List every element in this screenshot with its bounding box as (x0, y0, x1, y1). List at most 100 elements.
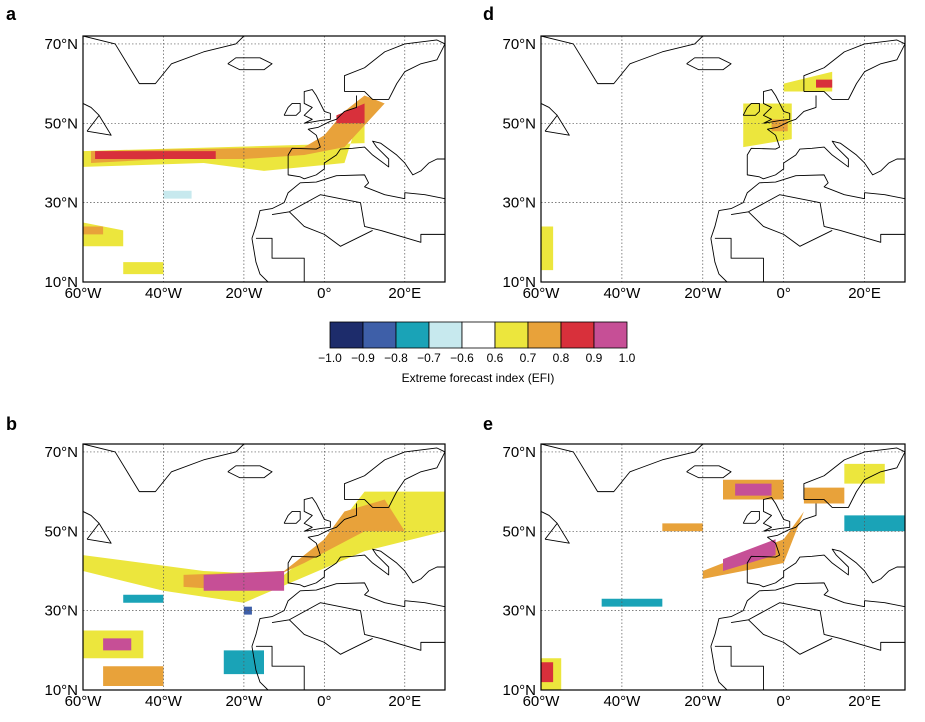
lon-tick-labels-b: 60°W 40°W 20°W 0° 20°E (65, 693, 422, 710)
efi-region (723, 539, 776, 571)
gridlines-e (541, 444, 905, 690)
lon-tick-label: 60°W (65, 285, 103, 302)
coastlines-b (83, 444, 445, 690)
lon-tick-label: 40°W (145, 693, 183, 710)
panel-letter-d: d (483, 4, 494, 24)
coastline (289, 211, 373, 247)
map-frame-a (82, 35, 446, 283)
coastline (541, 36, 704, 85)
efi-region (743, 103, 792, 148)
efi-region (91, 95, 385, 163)
coastlines-a (83, 36, 445, 282)
lon-tick-label: 60°W (65, 693, 103, 710)
coastline (83, 36, 245, 85)
coastline (731, 194, 905, 243)
map-frame-b (82, 443, 446, 691)
coastline (742, 103, 760, 116)
efi-region (702, 511, 804, 579)
lat-tick-label: 10°N (502, 274, 536, 291)
coastline (541, 103, 558, 116)
panel-letter-a: a (6, 4, 17, 24)
colorbar: −1.0 −0.9 −0.8 −0.7 −0.6 0.6 0.7 0.8 0.9… (318, 321, 636, 385)
colorbar-box (329, 321, 364, 349)
coastline (714, 645, 764, 690)
lon-tick-label: 60°W (523, 693, 561, 710)
efi-region (541, 662, 554, 683)
efi-region (541, 226, 554, 271)
lat-tick-label: 70°N (44, 444, 78, 461)
lon-tick-label: 40°W (603, 285, 641, 302)
colorbar-tick-label: 0.8 (553, 351, 570, 365)
lat-tick-label: 30°N (44, 195, 78, 212)
coastline (686, 465, 732, 479)
colorbar-tick-label: −0.6 (450, 351, 474, 365)
colorbar-box (527, 321, 562, 349)
panel-d: 70°N 50°N 30°N 10°N 60°W 40°W 20°W 0° 20… (502, 35, 906, 302)
coastline (83, 511, 100, 524)
lat-tick-label: 10°N (44, 682, 78, 699)
coastline (742, 511, 760, 524)
coastline (748, 619, 833, 655)
lat-tick-label: 70°N (44, 36, 78, 53)
coastline (283, 103, 301, 116)
lon-tick-label: 0° (317, 285, 331, 302)
coastline (343, 39, 445, 100)
efi-regions-a (83, 95, 385, 275)
lon-tick-label: 0° (317, 693, 331, 710)
coastline (762, 89, 791, 124)
coastline (287, 503, 445, 588)
coastline (762, 497, 791, 532)
lon-tick-label: 40°W (603, 693, 641, 710)
lon-tick-labels-d: 60°W 40°W 20°W 0° 20°E (523, 285, 881, 302)
gridlines-b (83, 444, 445, 690)
coastline (227, 57, 273, 71)
efi-region (662, 523, 703, 532)
panel-letter-e: e (483, 414, 493, 434)
lat-tick-labels-a: 70°N 50°N 30°N 10°N (44, 36, 78, 291)
colorbar-tick-label: −0.8 (384, 351, 408, 365)
panel-a: 70°N 50°N 30°N 10°N 60°W 40°W 20°W 0° 20… (44, 35, 446, 302)
colorbar-box (593, 321, 628, 349)
efi-regions-b (83, 491, 445, 687)
lat-tick-label: 50°N (44, 115, 78, 132)
coastline (283, 511, 301, 524)
colorbar-tick-label: 0.7 (520, 351, 537, 365)
lon-tick-labels-a: 60°W 40°W 20°W 0° 20°E (65, 285, 422, 302)
lat-tick-labels-d: 70°N 50°N 30°N 10°N (502, 36, 536, 291)
coastline (343, 447, 445, 508)
coastline (686, 57, 732, 71)
map-frame-d (540, 35, 906, 283)
lat-tick-label: 10°N (502, 682, 536, 699)
lat-tick-label: 70°N (502, 444, 536, 461)
lat-tick-label: 10°N (44, 274, 78, 291)
lat-tick-label: 30°N (502, 603, 536, 620)
coastline (748, 211, 833, 247)
colorbar-tick-label: 0.9 (586, 351, 603, 365)
lon-tick-label: 20°E (388, 693, 421, 710)
efi-region (816, 79, 833, 88)
lat-tick-labels-b: 70°N 50°N 30°N 10°N (44, 444, 78, 699)
lon-tick-label: 20°E (848, 693, 881, 710)
coastline (255, 237, 305, 282)
efi-region (183, 499, 405, 591)
efi-region (601, 598, 663, 607)
coastline (251, 174, 445, 239)
colorbar-title: Extreme forecast index (EFI) (402, 371, 555, 385)
colorbar-tick-label: −1.0 (318, 351, 342, 365)
efi-region (123, 262, 164, 275)
coastline (544, 114, 570, 136)
lon-tick-label: 20°W (225, 693, 263, 710)
coastline (746, 503, 905, 588)
coastline (541, 511, 558, 524)
efi-region (83, 226, 104, 235)
coastline (710, 646, 732, 690)
lon-tick-label: 60°W (523, 285, 561, 302)
colorbar-box (461, 321, 496, 349)
coastline (86, 522, 112, 544)
coastlines-e (541, 444, 905, 690)
coastline (287, 95, 445, 180)
lat-tick-labels-e: 70°N 50°N 30°N 10°N (502, 444, 536, 699)
colorbar-tick-label: −0.7 (417, 351, 441, 365)
colorbar-box (362, 321, 397, 349)
